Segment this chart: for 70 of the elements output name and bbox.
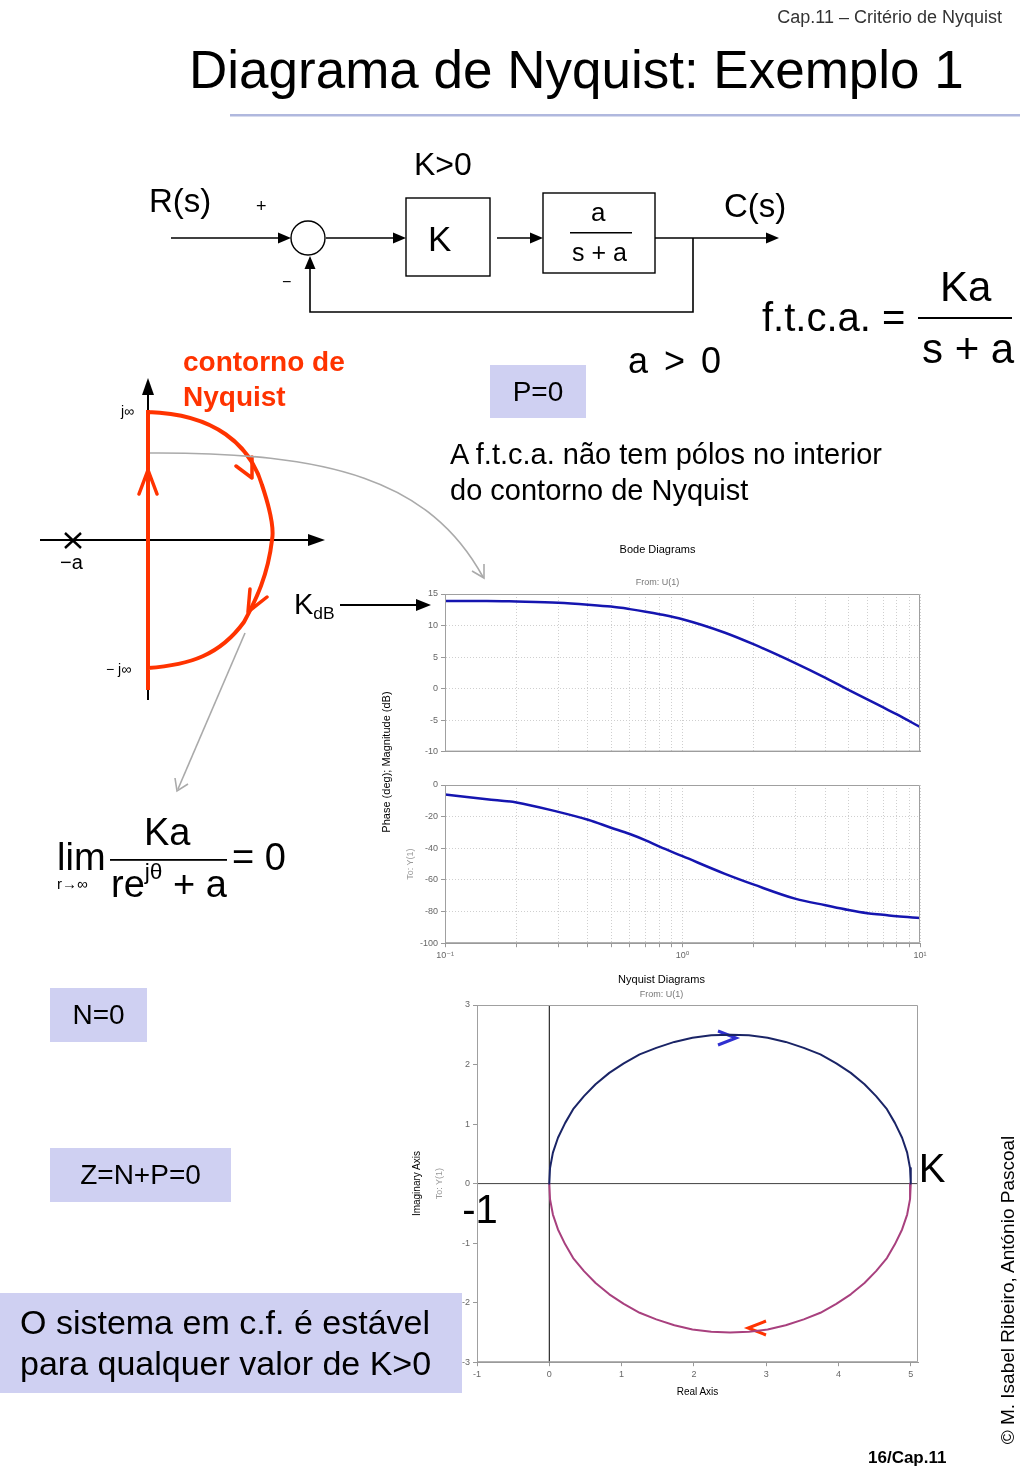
- y-tick-label: -3: [461, 1356, 470, 1367]
- text: A f.t.c.a. não tem pólos no interior do contorno de Nyquist: [450, 437, 883, 509]
- x-tick-label: 5: [908, 1369, 914, 1380]
- text: N=0: [50, 988, 147, 1042]
- y-tick-label: -20: [424, 811, 438, 822]
- x-axis-title: Real Axis: [676, 1385, 719, 1397]
- y-tick-label: 15: [427, 588, 438, 599]
- text: s + a: [572, 238, 627, 266]
- text: contorno de Nyquist: [183, 345, 346, 414]
- text: K: [428, 219, 452, 258]
- text: R(s): [149, 182, 212, 219]
- y-tick-label: -80: [424, 906, 438, 917]
- text: = 0: [232, 836, 286, 878]
- text: − j∞: [106, 661, 132, 677]
- text: +: [256, 196, 267, 216]
- y-tick-label: 0: [432, 683, 438, 694]
- text: O sistema em c.f. é estável para qualquer valor de K>0: [0, 1293, 462, 1393]
- y-tick-label: -100: [419, 937, 438, 948]
- y-tick-label: -40: [424, 842, 438, 853]
- text: © M. Isabel Ribeiro, António Pascoal: [996, 1135, 1018, 1445]
- y-tick-label: 1: [464, 1118, 470, 1129]
- x-tick-label: -1: [472, 1369, 482, 1380]
- text: P=0: [490, 365, 586, 418]
- y-tick-label: -1: [461, 1237, 470, 1248]
- text: C(s): [724, 187, 787, 224]
- text: Z=N+P=0: [50, 1148, 231, 1202]
- x-tick-label: 3: [763, 1369, 769, 1380]
- x-tick-label: 1: [619, 1369, 625, 1380]
- y-axis-title: Imaginary Axis: [410, 1151, 422, 1217]
- y-tick-label: 2: [464, 1059, 470, 1070]
- chart-title: Nyquist Diagrams: [618, 972, 706, 985]
- y-tick-label: -5: [429, 714, 438, 725]
- x-tick-label: 10⁻¹: [436, 950, 454, 961]
- text: −a: [60, 551, 83, 573]
- y-tick-label: -2: [461, 1297, 470, 1308]
- y-tick-label: -60: [424, 874, 438, 885]
- text: a: [591, 197, 606, 227]
- text: Ka: [940, 263, 992, 310]
- text: To: Y(1): [405, 848, 416, 880]
- text: Ka: [144, 811, 191, 853]
- text: K$_{dB}$: [294, 588, 335, 624]
- text: lim: [57, 836, 106, 878]
- x-tick-label: 0: [546, 1369, 552, 1380]
- chart-subtitle: From: U(1): [635, 577, 680, 588]
- text: To: Y(1): [434, 1167, 445, 1200]
- text: j∞: [121, 403, 135, 419]
- y-tick-label: 3: [464, 999, 470, 1010]
- y-tick-label: -10: [424, 746, 438, 757]
- y-tick-label: 5: [432, 651, 438, 662]
- y-tick-label: 0: [432, 779, 438, 790]
- text: K>0: [414, 146, 472, 182]
- x-tick-label: 2: [691, 1369, 697, 1380]
- text: f.t.c.a. =: [762, 295, 906, 339]
- x-tick-label: 10⁰: [675, 950, 690, 961]
- x-tick-label: 10¹: [913, 950, 927, 961]
- text: a > 0: [628, 340, 722, 381]
- x-tick-label: 4: [835, 1369, 841, 1380]
- y-tick-label: 10: [427, 620, 438, 630]
- chart-title: Bode Diagrams: [619, 542, 696, 555]
- chart-subtitle: From: U(1): [639, 989, 684, 1000]
- text: Cap.11 – Critério de Nyquist: [777, 7, 1002, 27]
- text: Diagrama de Nyquist: Exemplo 1: [189, 40, 964, 99]
- text: 16/Cap.11: [868, 1448, 947, 1467]
- text: −: [282, 273, 292, 290]
- y-axis-title: Phase (deg); Magnitude (dB): [379, 691, 392, 833]
- text: s + a: [922, 325, 1015, 372]
- annotation: K: [918, 1145, 946, 1190]
- y-tick-label: 0: [464, 1178, 470, 1189]
- text: re$^{jθ}$ + a: [111, 857, 227, 905]
- text: r→∞: [57, 875, 88, 892]
